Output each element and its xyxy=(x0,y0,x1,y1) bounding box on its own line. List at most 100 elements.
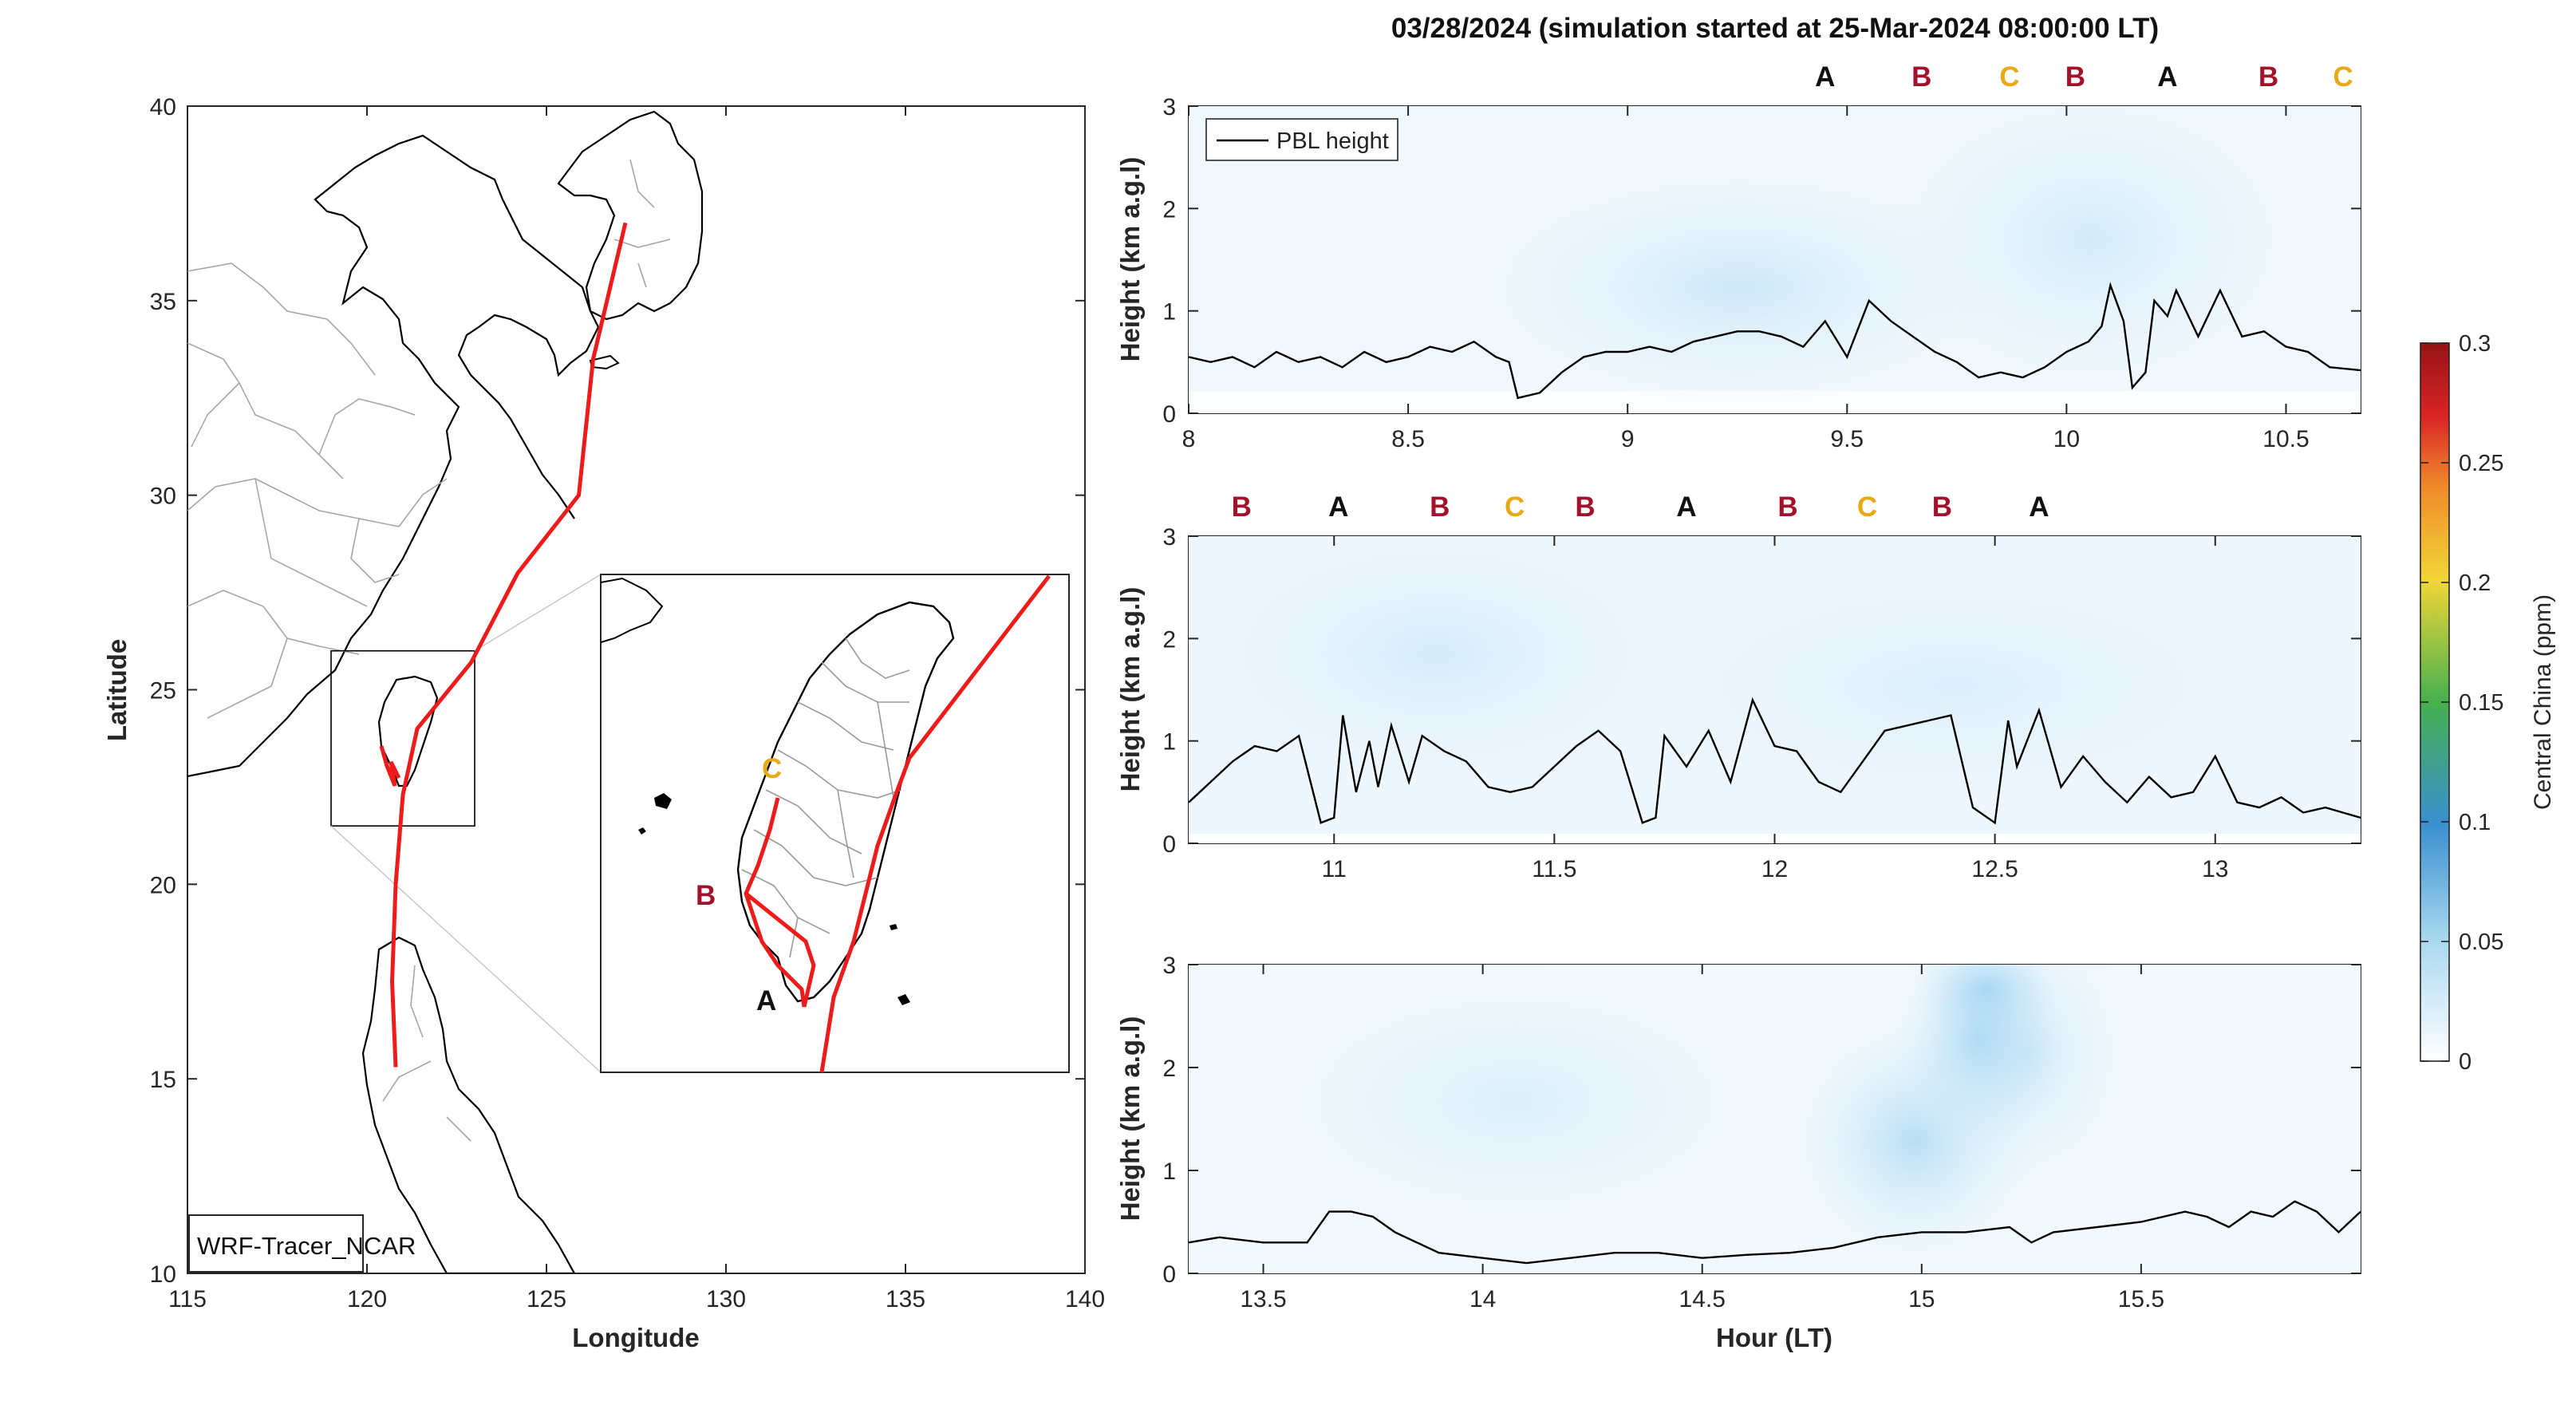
philippines-coastline xyxy=(361,936,576,1273)
inset-marker-B: B xyxy=(696,880,716,911)
figure-title: 03/28/2024 (simulation started at 25-Mar… xyxy=(1391,13,2159,44)
map-y-tick-label: 30 xyxy=(150,483,176,510)
inset-marker-A: A xyxy=(756,985,776,1016)
panel-middle-x-tick-label: 11.5 xyxy=(1532,856,1576,882)
panel-bottom-y-label: Height (km a.g.l) xyxy=(1115,1016,1145,1222)
panel-top-y-tick-label: 1 xyxy=(1162,299,1176,326)
panel-middle-pbl-line xyxy=(1189,697,2361,825)
colorbar-label: Central China (ppm) xyxy=(2530,594,2556,810)
map-x-tick-label: 130 xyxy=(706,1286,746,1312)
map-y-tick-label: 10 xyxy=(150,1261,176,1288)
panel-middle-y-tick-label: 2 xyxy=(1162,626,1176,653)
inset-connector-bottom xyxy=(330,825,602,1073)
panel-middle-marker-A: A xyxy=(2029,491,2049,523)
map-x-label: Longitude xyxy=(572,1323,699,1352)
panel-top-y-ticks: 0 1 2 3 xyxy=(1162,94,2361,428)
taiwan-coastline xyxy=(377,675,439,787)
map-y-tick-label: 35 xyxy=(150,289,176,315)
panel-top-marker-A: A xyxy=(2157,61,2177,93)
province-borders xyxy=(187,159,671,1142)
model-label-box xyxy=(188,1214,364,1273)
panel-middle-y-tick-label: 3 xyxy=(1162,524,1176,551)
panel-middle-marker-A: A xyxy=(1328,491,1348,523)
map-y-tick-label: 40 xyxy=(150,94,176,120)
panel-middle-marker-B: B xyxy=(1932,491,1952,523)
inset-trajectory-loop xyxy=(744,797,807,1008)
panel-top-pbl-line xyxy=(1189,282,2361,400)
panel-middle-marker-B: B xyxy=(1430,491,1450,523)
colorbar-ticks: 0 0.05 0.1 0.15 0.2 0.25 0.3 xyxy=(2420,331,2503,1075)
panel-top-x-tick-label: 9 xyxy=(1621,426,1635,452)
map-y-ticks: 10 15 20 25 30 35 40 xyxy=(150,94,1085,1288)
inset-source-box xyxy=(330,649,475,827)
panel-middle-x-ticks: 11 11.5 12 12.5 13 xyxy=(1322,536,2228,882)
panel-bottom-y-ticks: 0 1 2 3 xyxy=(1162,953,2361,1288)
panel-top-marker-C: C xyxy=(2333,61,2353,93)
panel-top-y-tick-label: 2 xyxy=(1162,196,1176,223)
panel-top-marker-A: A xyxy=(1815,61,1835,93)
panel-middle-marker-B: B xyxy=(1575,491,1595,523)
inset-marker-C: C xyxy=(762,753,782,784)
panel-middle-x-tick-label: 13 xyxy=(2202,856,2228,882)
panel-bottom-x-tick-label: 13.5 xyxy=(1240,1286,1286,1312)
panel-bottom-x-ticks: 13.5 14 14.5 15 15.5 xyxy=(1240,965,2164,1312)
panel-top: 8 8.5 9 9.5 10 10.5 0 1 2 3 A B C B A B C Height (km a… xyxy=(1115,61,2361,452)
map-x-tick-label: 125 xyxy=(527,1286,566,1312)
panel-middle-marker-C: C xyxy=(1505,491,1525,523)
colorbar: 0 0.05 0.1 0.15 0.2 0.25 0.3 Central China (pp… xyxy=(2420,331,2556,1075)
panel-middle-marker-B: B xyxy=(1777,491,1797,523)
map-y-tick-label: 25 xyxy=(150,678,176,705)
colorbar-tick-label: 0.05 xyxy=(2459,930,2503,955)
taiwan-track-loop xyxy=(379,745,401,787)
panel-bottom-x-tick-label: 15 xyxy=(1908,1286,1935,1312)
panel-bottom-y-tick-label: 1 xyxy=(1162,1158,1176,1185)
panel-middle-x-tick-label: 12 xyxy=(1761,856,1788,882)
panel-top-x-tick-label: 10 xyxy=(2053,426,2080,452)
panel-top-marker-B: B xyxy=(2065,61,2085,93)
model-label: WRF-Tracer_NCAR xyxy=(197,1232,416,1260)
map-y-label: Latitude xyxy=(102,639,132,741)
colorbar-tick-label: 0.3 xyxy=(2459,331,2491,357)
colorbar-tick-label: 0.2 xyxy=(2459,570,2491,596)
panel-top-x-tick-label: 9.5 xyxy=(1830,426,1864,452)
panel-middle-marker-C: C xyxy=(1857,491,1877,523)
colorbar-tick-label: 0.1 xyxy=(2459,810,2491,835)
panel-middle-y-tick-label: 1 xyxy=(1162,729,1176,756)
panel-bottom-pbl-line xyxy=(1189,1200,2361,1265)
panel-bottom-x-tick-label: 15.5 xyxy=(2118,1286,2164,1312)
panel-top-x-tick-label: 8 xyxy=(1182,426,1196,452)
map-x-tick-label: 120 xyxy=(347,1286,387,1312)
map-y-tick-label: 15 xyxy=(150,1067,176,1093)
panel-top-marker-B: B xyxy=(1911,61,1931,93)
colorbar-tick-label: 0.25 xyxy=(2459,451,2503,476)
panel-top-marker-C: C xyxy=(1999,61,2019,93)
panel-middle-marker-A: A xyxy=(1676,491,1696,523)
korea-coastline xyxy=(557,110,704,321)
colorbar-tick-label: 0.15 xyxy=(2459,690,2503,716)
panel-top-x-tick-label: 10.5 xyxy=(2262,426,2309,452)
inset-map: C B A xyxy=(600,574,1070,1073)
panel-bottom-x-tick-label: 14.5 xyxy=(1679,1286,1726,1312)
panel-middle-y-ticks: 0 1 2 3 xyxy=(1162,524,2361,858)
panel-bottom-x-label: Hour (LT) xyxy=(1716,1323,1832,1352)
inset-trajectory-branch xyxy=(744,892,816,1008)
colorbar-tick-label: 0 xyxy=(2459,1049,2471,1075)
panel-top-x-ticks: 8 8.5 9 9.5 10 10.5 xyxy=(1182,106,2310,452)
panel-middle-marker-B: B xyxy=(1232,491,1252,523)
panel-top-marker-B: B xyxy=(2258,61,2278,93)
panel-middle-y-tick-label: 0 xyxy=(1162,831,1176,858)
panel-bottom-concentration xyxy=(1189,965,2361,1273)
map-x-tick-label: 115 xyxy=(168,1286,207,1312)
panel-bottom-x-tick-label: 14 xyxy=(1469,1286,1496,1312)
panel-top-x-tick-label: 8.5 xyxy=(1391,426,1425,452)
inset-china-coast xyxy=(601,577,664,643)
legend-label: PBL height xyxy=(1276,128,1389,154)
panel-middle-y-label: Height (km a.g.l) xyxy=(1115,587,1145,792)
inset-trajectory xyxy=(819,574,1051,1072)
inset-taiwan-coastline xyxy=(736,601,955,1003)
map-trajectory xyxy=(390,222,628,1068)
